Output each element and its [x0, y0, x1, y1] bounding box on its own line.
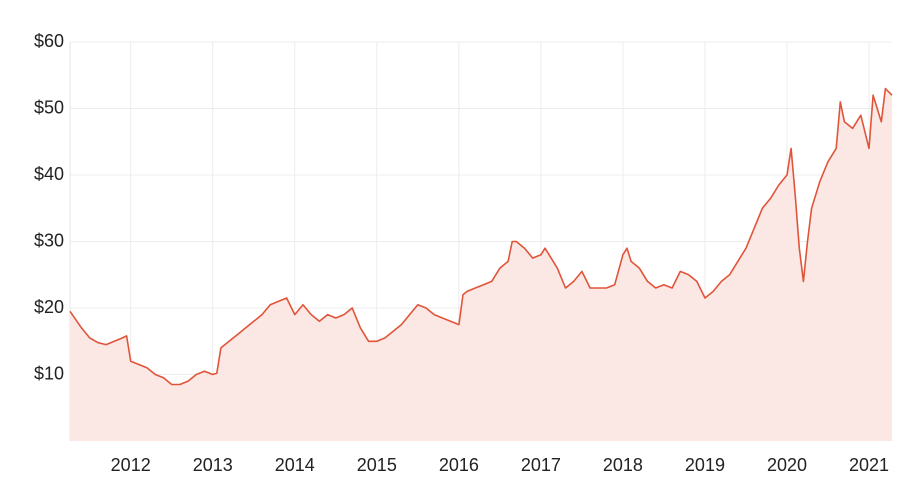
x-tick-label: 2014 [275, 455, 315, 475]
x-tick-label: 2019 [685, 455, 725, 475]
y-tick-label: $20 [34, 297, 64, 317]
x-tick-label: 2015 [357, 455, 397, 475]
x-tick-label: 2012 [111, 455, 151, 475]
y-tick-label: $30 [34, 230, 64, 250]
x-tick-label: 2013 [193, 455, 233, 475]
x-tick-label: 2020 [767, 455, 807, 475]
x-tick-label: 2017 [521, 455, 561, 475]
x-tick-label: 2018 [603, 455, 643, 475]
y-tick-label: $10 [34, 363, 64, 383]
y-tick-label: $50 [34, 97, 64, 117]
x-tick-label: 2021 [849, 455, 889, 475]
price-line [69, 87, 893, 386]
y-tick-label: $60 [34, 31, 64, 51]
x-tick-label: 2016 [439, 455, 479, 475]
area-fill [70, 88, 892, 441]
y-tick-label: $40 [34, 164, 64, 184]
